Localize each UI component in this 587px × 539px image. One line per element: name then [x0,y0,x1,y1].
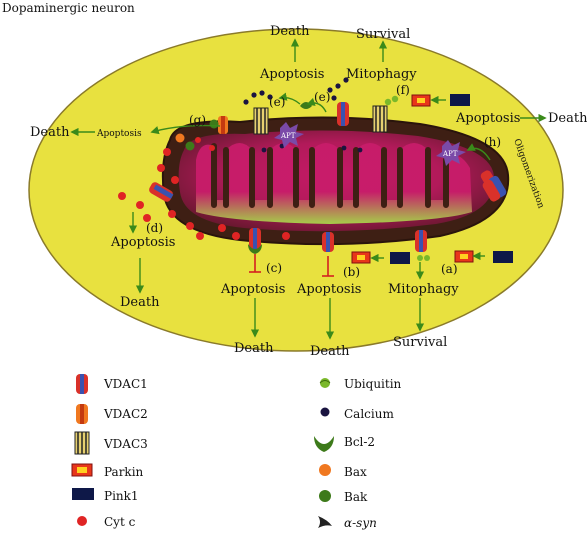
f-complex [384,94,470,107]
apt-label-1: APT [280,132,296,140]
label-h: (h) [484,135,501,149]
label-e1: (e) [269,95,285,109]
vdac1-icon [76,374,88,394]
cytc-icon [77,516,87,526]
ubiquitin-icon [319,378,331,388]
vdac3-top-right [372,105,388,133]
label-b: (b) [343,265,360,279]
legend-cytc: Cyt c [104,515,136,529]
label-death-right: Death [548,111,587,126]
label-mitophagy-top: Mitophagy [346,67,417,82]
bax-icon [319,464,331,476]
label-death-b: Death [310,344,350,359]
b-vdac1 [322,232,410,264]
apt-label-2: APT [442,150,458,158]
d-vdac1 [149,182,174,202]
apt-burst-1: APT [274,122,304,148]
legend-left: VDAC1 VDAC2 VDAC3 Parkin Pink1 Cyt c [71,374,148,529]
legend-right: Ubiquitin Calcium Bcl-2 Bax Bak α-syn [314,377,402,530]
figure-title: Dopaminergic neuron [2,1,135,15]
label-e2: (e) [314,90,330,104]
label-a: (a) [441,262,458,276]
c-vdac1 [248,228,262,254]
label-mitophagy-a: Mitophagy [388,282,459,297]
inhibit-marks [249,254,334,277]
label-c: (c) [266,261,282,275]
label-death-left: Death [30,125,70,140]
label-death-top: Death [270,24,310,39]
alpha-syn-icon [318,516,332,528]
legend-vdac3: VDAC3 [103,437,148,451]
legend-bak: Bak [344,490,368,504]
legend-bax: Bax [344,465,367,479]
label-apoptosis-c: Apoptosis [220,282,285,297]
legend-vdac2: VDAC2 [103,407,148,421]
apt-burst-2: APT [436,140,466,166]
legend-bcl2: Bcl-2 [344,435,375,449]
cytc-cluster [118,137,290,240]
a-vdac1 [415,230,513,263]
pink1-icon [72,488,94,500]
vdac1-top-center [337,102,349,126]
legend-pink1: Pink1 [104,489,139,503]
label-apoptosis-d: Apoptosis [110,235,175,250]
legend-calcium: Calcium [344,407,394,421]
vdac1-oligomer [480,170,507,202]
bak-icon [319,490,331,502]
label-f: (f) [396,83,410,97]
legend-ubiquitin: Ubiquitin [344,377,402,391]
label-survival-a: Survival [393,335,447,350]
calcium-icon [320,407,330,417]
label-apoptosis-left: Apoptosis [96,129,142,139]
bcl2-icon [314,436,334,452]
label-survival-top: Survival [356,27,410,42]
parkin-icon [71,463,93,477]
label-apoptosis-top: Apoptosis [259,67,324,82]
label-apoptosis-right: Apoptosis [455,111,520,126]
label-g: (g) [189,113,206,127]
legend-parkin: Parkin [104,465,144,479]
vdac3-top-left [253,107,269,135]
legend-vdac1: VDAC1 [103,377,148,391]
label-death-d: Death [120,295,160,310]
label-d: (d) [146,221,163,235]
calcium-dots-top [243,77,363,153]
vdac2-icon [76,404,88,424]
mitochondrion [161,116,510,246]
label-death-c: Death [234,341,274,356]
pathway-arrows [70,38,547,340]
vdac3-icon [74,431,90,455]
label-apoptosis-b: Apoptosis [296,282,361,297]
legend-alpha-syn: α-syn [344,516,377,530]
